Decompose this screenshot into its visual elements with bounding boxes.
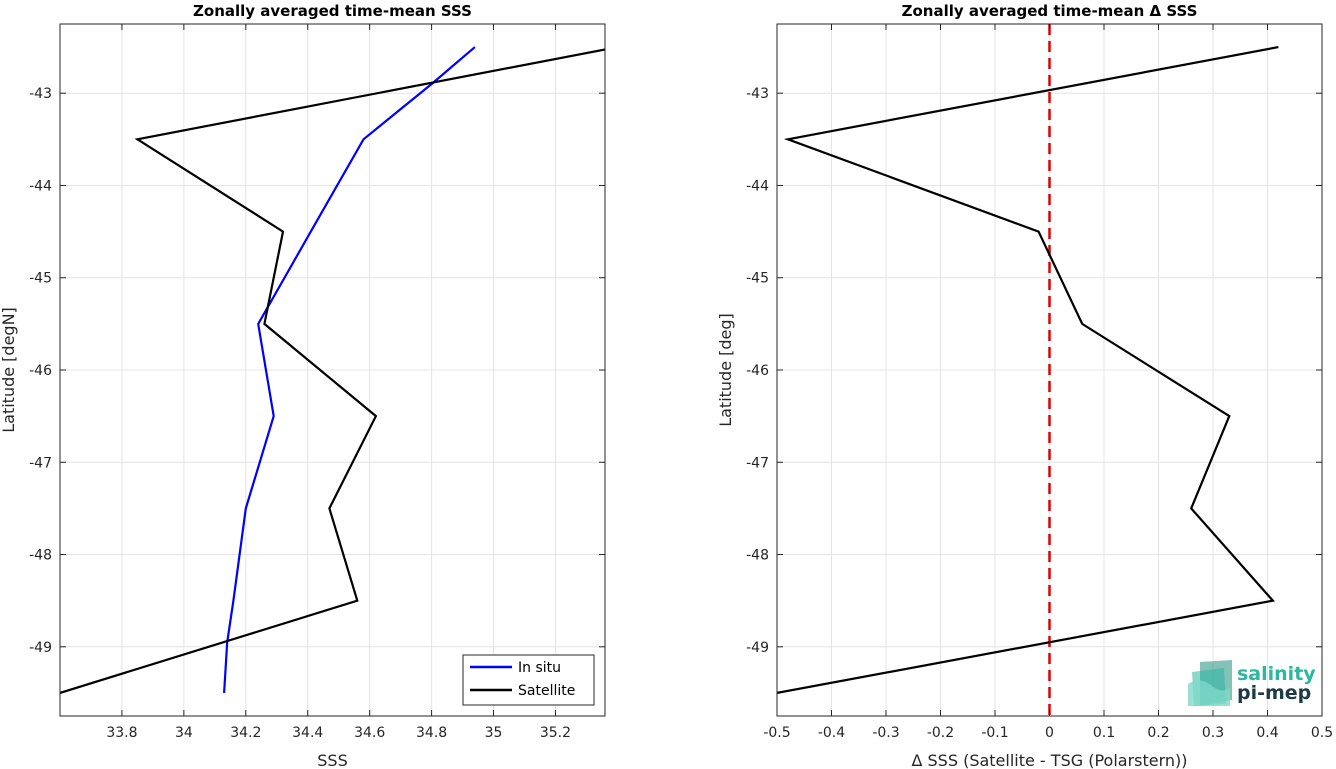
y-tick-label: -43 bbox=[29, 86, 52, 102]
x-tick-label: 0.5 bbox=[1311, 725, 1333, 741]
x-tick-label: 0.4 bbox=[1256, 725, 1278, 741]
x-tick-label: -0.3 bbox=[872, 725, 899, 741]
x-tick-label: 35 bbox=[485, 725, 503, 741]
legend-label-in-situ: In situ bbox=[518, 660, 561, 676]
x-tick-label: -0.5 bbox=[763, 725, 790, 741]
x-tick-label: 34.4 bbox=[292, 725, 323, 741]
grid bbox=[60, 24, 605, 716]
x-tick-label: -0.1 bbox=[981, 725, 1008, 741]
logo-line1: salinity bbox=[1237, 663, 1316, 685]
chart-title: Zonally averaged time-mean SSS bbox=[193, 2, 472, 20]
y-axis-label: Latitude [degN] bbox=[0, 307, 18, 433]
x-tick-label: 0 bbox=[1045, 725, 1054, 741]
logo-line2: pi-mep bbox=[1237, 682, 1311, 704]
y-tick-label: -44 bbox=[29, 178, 52, 194]
y-tick-label: -49 bbox=[29, 640, 52, 656]
legend-box bbox=[462, 654, 595, 706]
series-line-in-situ bbox=[223, 46, 476, 693]
x-tick-label: 34.8 bbox=[416, 725, 447, 741]
sss-panel: 33.8 34 34.2 34.4 34.6 34.8 35 35.2 -49-48-47-4… bbox=[0, 2, 606, 769]
y-ticks: -49 -48 -47 -46 -45 -44 -43 bbox=[746, 86, 1322, 656]
x-tick-label: 34 bbox=[175, 725, 193, 741]
series-line-satellite bbox=[60, 48, 605, 694]
plot-area bbox=[60, 46, 605, 694]
y-tick-label: -46 bbox=[746, 363, 769, 379]
series-layer bbox=[60, 46, 605, 694]
x-ticks: -0.5 -0.4 -0.3 -0.2 -0.1 0 0.1 0.2 0.3 0.4 0.5 bbox=[763, 24, 1333, 741]
y-tick-label: -45 bbox=[746, 271, 769, 287]
x-ticks: 33.8 34 34.2 34.4 34.6 34.8 35 35.2 bbox=[106, 24, 571, 741]
y-tick-label: -46 bbox=[29, 363, 52, 379]
y-tick-label: -44 bbox=[746, 178, 769, 194]
delta-sss-panel: -0.5 -0.4 -0.3 -0.2 -0.1 0 0.1 0.2 0.3 0.4 0.5 -49… bbox=[716, 2, 1333, 769]
y-tick-label: -45 bbox=[29, 271, 52, 287]
logo-wave-icon bbox=[1188, 660, 1232, 706]
x-tick-label: 35.2 bbox=[540, 725, 571, 741]
series-line-0 bbox=[777, 46, 1279, 694]
y-ticks: -49 -48 -47 -46 -45 -44 -43 bbox=[29, 86, 605, 656]
x-axis-label: Δ SSS (Satellite - TSG (Polarstern)) bbox=[911, 751, 1187, 769]
x-tick-label: 33.8 bbox=[106, 725, 137, 741]
x-tick-label: 0.1 bbox=[1093, 725, 1115, 741]
chart-title: Zonally averaged time-mean Δ SSS bbox=[902, 2, 1198, 20]
y-tick-label: -47 bbox=[746, 455, 769, 471]
y-tick-label: -47 bbox=[29, 455, 52, 471]
x-tick-label: 0.2 bbox=[1147, 725, 1169, 741]
y-axis-label: Latitude [deg] bbox=[716, 313, 735, 427]
series-layer bbox=[777, 24, 1279, 716]
salinity-pi-mep-logo: salinity pi-mep bbox=[1188, 660, 1316, 706]
x-tick-label: 34.6 bbox=[354, 725, 385, 741]
y-tick-label: -43 bbox=[746, 86, 769, 102]
y-tick-label: -48 bbox=[746, 548, 769, 564]
y-tick-label: -49 bbox=[746, 640, 769, 656]
plot-area bbox=[777, 24, 1279, 716]
x-tick-label: 34.2 bbox=[230, 725, 261, 741]
legend: In situ Satellite bbox=[462, 654, 595, 706]
x-tick-label: -0.4 bbox=[818, 725, 845, 741]
x-tick-label: 0.3 bbox=[1202, 725, 1224, 741]
x-tick-label: -0.2 bbox=[927, 725, 954, 741]
x-axis-label: SSS bbox=[317, 751, 347, 769]
legend-label-satellite: Satellite bbox=[518, 683, 575, 699]
y-tick-label: -48 bbox=[29, 548, 52, 564]
